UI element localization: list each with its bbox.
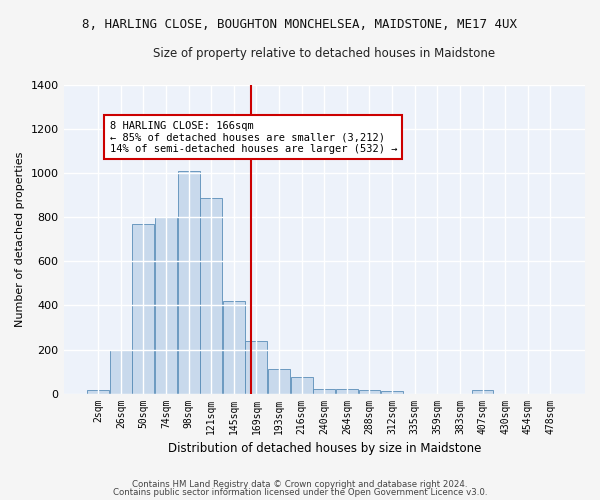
Bar [336,388,358,394]
Bar [359,390,380,394]
Text: Contains HM Land Registry data © Crown copyright and database right 2024.: Contains HM Land Registry data © Crown c… [132,480,468,489]
Title: Size of property relative to detached houses in Maidstone: Size of property relative to detached ho… [153,48,496,60]
Bar [133,224,154,394]
Bar [472,390,493,394]
X-axis label: Distribution of detached houses by size in Maidstone: Distribution of detached houses by size … [167,442,481,455]
Bar [245,340,268,394]
Bar [223,301,245,394]
Bar [268,370,290,394]
Bar [87,390,109,394]
Bar [155,218,177,394]
Bar [381,391,403,394]
Text: 8, HARLING CLOSE, BOUGHTON MONCHELSEA, MAIDSTONE, ME17 4UX: 8, HARLING CLOSE, BOUGHTON MONCHELSEA, M… [83,18,517,30]
Y-axis label: Number of detached properties: Number of detached properties [15,152,25,327]
Bar [200,198,222,394]
Text: 8 HARLING CLOSE: 166sqm
← 85% of detached houses are smaller (3,212)
14% of semi: 8 HARLING CLOSE: 166sqm ← 85% of detache… [110,120,397,154]
Bar [313,388,335,394]
Bar [110,350,132,394]
Bar [291,377,313,394]
Text: Contains public sector information licensed under the Open Government Licence v3: Contains public sector information licen… [113,488,487,497]
Bar [178,171,200,394]
